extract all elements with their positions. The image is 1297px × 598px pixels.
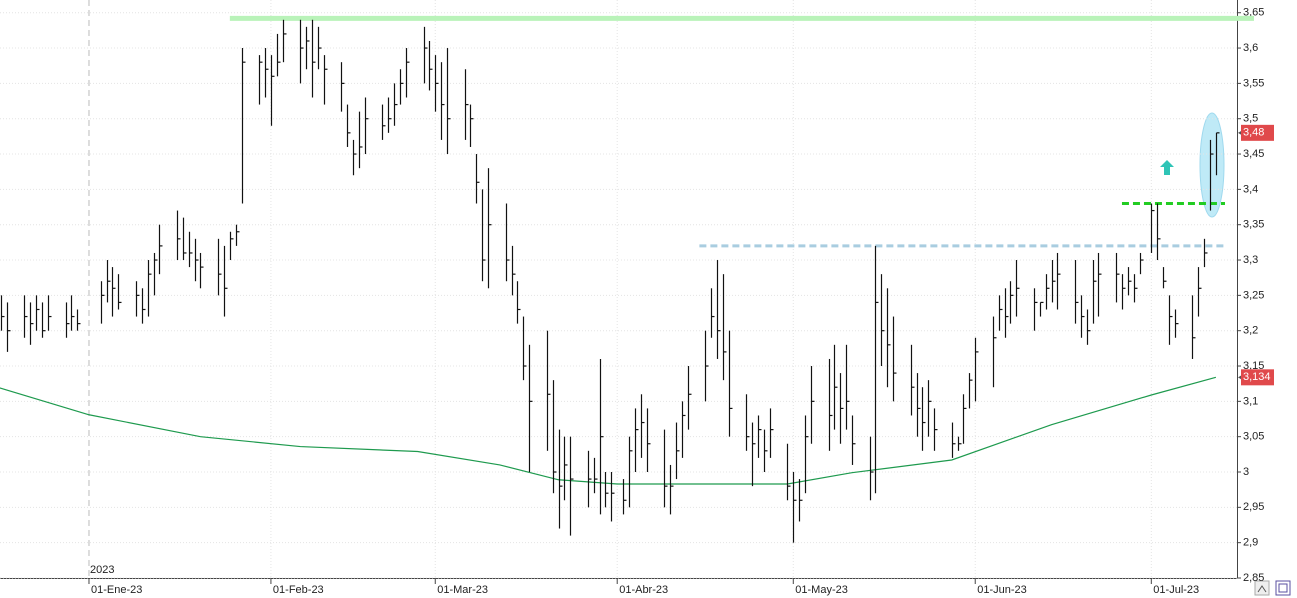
scale-icon: [1257, 585, 1267, 593]
y-tick-label: 3,25: [1243, 289, 1264, 301]
y-tick-label: 3,2: [1243, 325, 1258, 337]
plot-area: [0, 0, 1237, 579]
x-tick-label: 01-Ene-23: [91, 584, 142, 596]
x-tick-label: 01-Jul-23: [1153, 584, 1199, 596]
period-label: 2023: [90, 564, 114, 576]
x-tick-label: 01-Mar-23: [437, 584, 488, 596]
y-tick-label: 3,55: [1243, 77, 1264, 89]
y-tick-label: 3,45: [1243, 148, 1264, 160]
y-tick-label: 3,4: [1243, 183, 1258, 195]
price-tag-label: 3,134: [1243, 371, 1271, 383]
y-tick-label: 2,95: [1243, 501, 1264, 513]
y-tick-label: 2,85: [1243, 572, 1264, 584]
highlight-ellipse: [1199, 112, 1225, 218]
save-button[interactable]: [1275, 580, 1291, 596]
y-tick-label: 3,6: [1243, 42, 1258, 54]
x-tick-label: 01-Abr-23: [619, 584, 668, 596]
x-tick-label: 01-Feb-23: [273, 584, 324, 596]
price-tag: [1241, 369, 1274, 386]
y-tick-label: 3,15: [1243, 360, 1264, 372]
y-tick-label: 2,9: [1243, 537, 1258, 549]
price-tag-label: 3,48: [1243, 127, 1264, 139]
y-tick-label: 3,35: [1243, 219, 1264, 231]
y-tick-label: 3,65: [1243, 7, 1264, 19]
price-tag: [1241, 124, 1274, 141]
y-tick-label: 3,5: [1243, 113, 1258, 125]
y-tick-label: 3,3: [1243, 254, 1258, 266]
x-tick-label: 01-May-23: [795, 584, 848, 596]
up-arrow: [1160, 160, 1174, 175]
y-tick-label: 3: [1243, 466, 1249, 478]
save-icon: [1278, 583, 1288, 593]
y-tick-label: 3,1: [1243, 395, 1258, 407]
moving-average-line: [0, 376, 1217, 485]
y-tick-label: 3,05: [1243, 431, 1264, 443]
x-tick-label: 01-Jun-23: [977, 584, 1027, 596]
